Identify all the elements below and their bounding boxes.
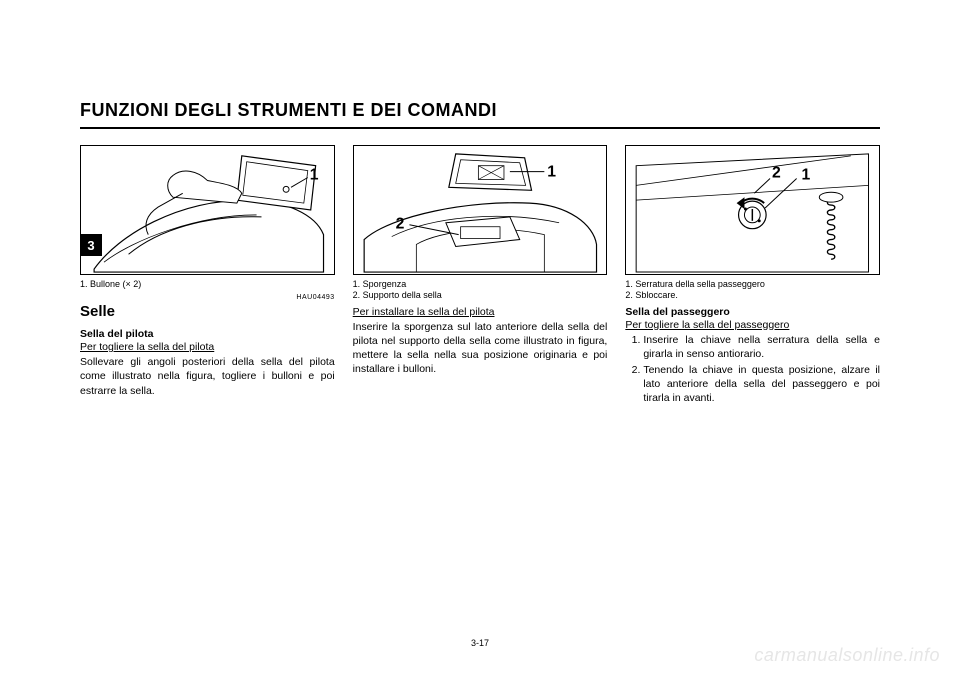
chapter-tab: 3	[80, 234, 102, 256]
column-2: 1 2 1. Sporgenza 2. Supporto della sella…	[353, 145, 608, 407]
caption-line: 1. Sporgenza	[353, 279, 608, 290]
manual-page: FUNZIONI DEGLI STRUMENTI E DEI COMANDI 3	[0, 0, 960, 678]
column-1: 1 1. Bullone (× 2) HAU04493 Selle Sella …	[80, 145, 335, 407]
section-heading: Selle	[80, 303, 335, 320]
step-item: Tenendo la chiave in questa posizione, a…	[643, 363, 880, 406]
figure-2: 1 2	[353, 145, 608, 275]
body-text: Inserire la sporgenza sul lato anteriore…	[353, 320, 608, 377]
page-title: FUNZIONI DEGLI STRUMENTI E DEI COMANDI	[80, 100, 880, 121]
caption-line: 1. Serratura della sella passeggero	[625, 279, 880, 290]
doc-code: HAU04493	[80, 294, 335, 301]
subhead-bold: Sella del pilota	[80, 328, 335, 340]
figure-2-caption: 1. Sporgenza 2. Supporto della sella	[353, 279, 608, 302]
figure-3-caption: 1. Serratura della sella passeggero 2. S…	[625, 279, 880, 302]
callout-1: 1	[802, 166, 811, 183]
caption-line: 2. Supporto della sella	[353, 290, 608, 301]
subhead-underline: Per installare la sella del pilota	[353, 306, 608, 318]
caption-line: 2. Sbloccare.	[625, 290, 880, 301]
page-number: 3-17	[0, 638, 960, 648]
callout-1: 1	[547, 164, 556, 181]
subhead-underline: Per togliere la sella del pilota	[80, 341, 335, 353]
callout-2: 2	[395, 216, 404, 233]
watermark: carmanualsonline.info	[754, 645, 940, 666]
figure-3: 1 2	[625, 145, 880, 275]
content-columns: 1 1. Bullone (× 2) HAU04493 Selle Sella …	[80, 145, 880, 407]
step-item: Inserire la chiave nella serratura della…	[643, 333, 880, 361]
figure-1-caption: 1. Bullone (× 2)	[80, 279, 335, 290]
subhead-bold: Sella del passeggero	[625, 306, 880, 318]
subhead-underline: Per togliere la sella del passeggero	[625, 319, 880, 331]
header-rule	[80, 127, 880, 129]
callout-2: 2	[772, 165, 781, 182]
figure-1: 1	[80, 145, 335, 275]
body-text: Sollevare gli angoli posteriori della se…	[80, 355, 335, 398]
column-3: 1 2 1. Serratura della sella passeggero …	[625, 145, 880, 407]
numbered-steps: Inserire la chiave nella serratura della…	[625, 333, 880, 406]
caption-line: 1. Bullone (× 2)	[80, 279, 335, 290]
callout-1: 1	[310, 166, 319, 183]
